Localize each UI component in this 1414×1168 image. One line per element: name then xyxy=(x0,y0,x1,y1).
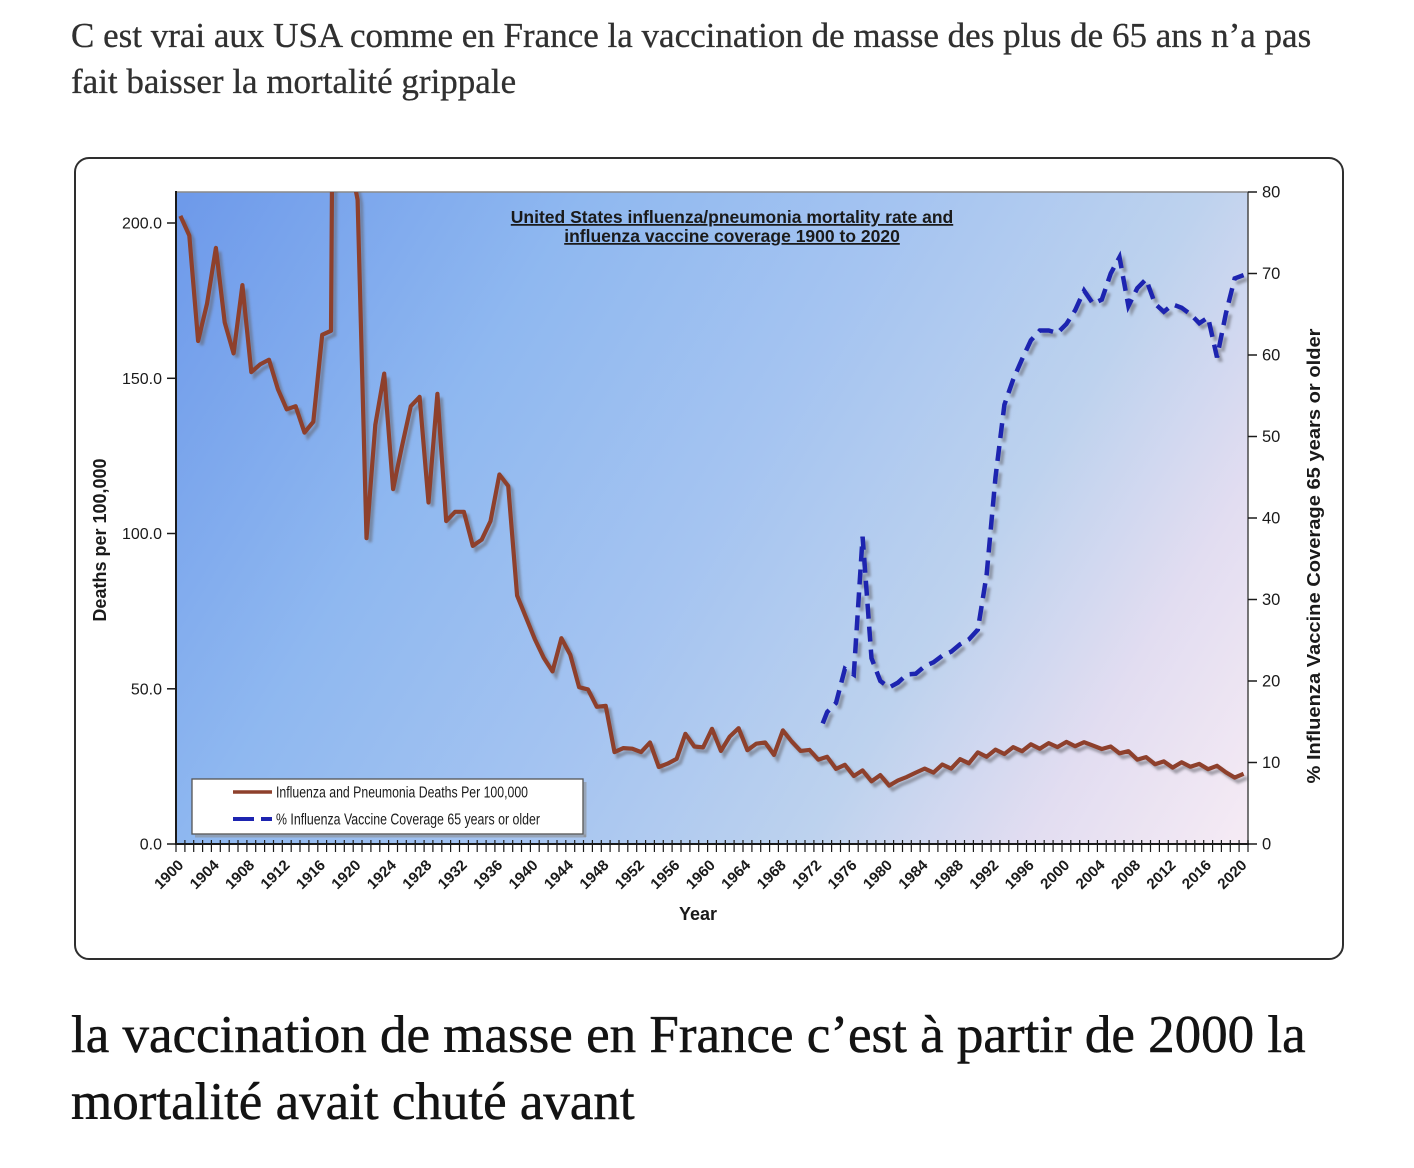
svg-text:40: 40 xyxy=(1262,510,1280,528)
svg-text:50.0: 50.0 xyxy=(131,681,162,698)
svg-text:0.0: 0.0 xyxy=(140,837,162,854)
svg-text:200.0: 200.0 xyxy=(122,216,162,233)
svg-text:Influenza and Pneumonia Deaths: Influenza and Pneumonia Deaths Per 100,0… xyxy=(276,785,528,802)
svg-text:United States influenza/pneumo: United States influenza/pneumonia mortal… xyxy=(511,207,953,227)
svg-text:30: 30 xyxy=(1262,591,1280,609)
svg-text:influenza vaccine coverage 190: influenza vaccine coverage 1900 to 2020 xyxy=(564,226,900,246)
svg-text:80: 80 xyxy=(1262,184,1280,202)
svg-text:20: 20 xyxy=(1262,673,1280,691)
svg-text:Deaths per 100,000: Deaths per 100,000 xyxy=(90,458,110,621)
svg-text:10: 10 xyxy=(1262,754,1280,772)
svg-text:% Influenza Vaccine Coverage 6: % Influenza Vaccine Coverage 65 years or… xyxy=(1304,329,1324,784)
svg-text:50: 50 xyxy=(1262,428,1280,446)
svg-text:70: 70 xyxy=(1262,265,1280,283)
svg-text:0: 0 xyxy=(1262,836,1271,854)
svg-text:60: 60 xyxy=(1262,347,1280,365)
svg-text:% Influenza Vaccine Coverage 6: % Influenza Vaccine Coverage 65 years or… xyxy=(276,812,540,829)
svg-text:Year: Year xyxy=(679,904,717,924)
svg-text:100.0: 100.0 xyxy=(122,526,162,543)
svg-text:150.0: 150.0 xyxy=(122,371,162,388)
